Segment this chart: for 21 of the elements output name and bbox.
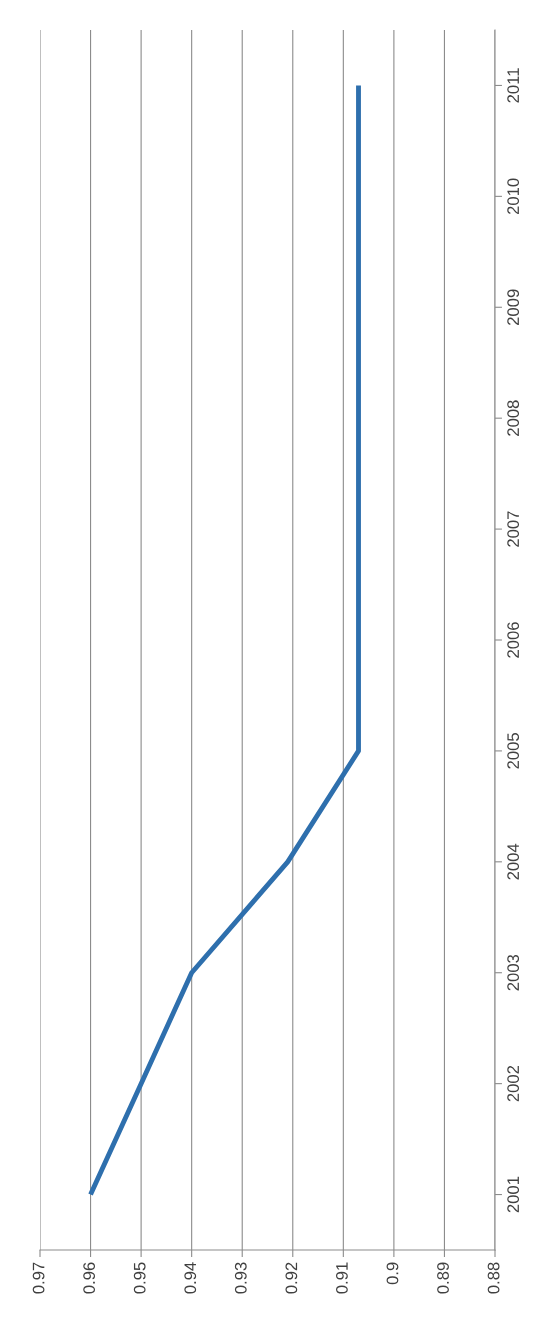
x-tick-label: 0.96 <box>83 1262 96 1294</box>
y-tick-label: 2009 <box>507 289 520 325</box>
y-tick-label: 2001 <box>507 1176 520 1213</box>
x-tick-label: 0.92 <box>285 1262 298 1294</box>
y-tick-label: 2011 <box>507 68 520 103</box>
x-tick-label: 0.91 <box>336 1262 348 1294</box>
x-tick-label: 0.9 <box>386 1262 399 1285</box>
y-tick-label: 2004 <box>507 843 520 880</box>
y-tick-label: 2002 <box>507 1065 520 1102</box>
y-tick-label: 2005 <box>507 733 520 769</box>
x-tick-label: 0.94 <box>184 1262 197 1294</box>
x-tick-label: 0.89 <box>437 1262 449 1294</box>
x-tick-label: 0.93 <box>234 1262 247 1294</box>
y-tick-label: 2010 <box>507 178 520 215</box>
x-tick-label: 0.88 <box>487 1262 500 1294</box>
y-tick-label: 2008 <box>507 400 520 436</box>
x-tick-label: 0.97 <box>32 1262 45 1294</box>
y-tick-label: 2003 <box>507 954 520 991</box>
y-tick-label: 2006 <box>507 622 520 658</box>
x-tick-label: 0.95 <box>133 1262 146 1294</box>
y-tick-label: 2007 <box>507 511 520 547</box>
